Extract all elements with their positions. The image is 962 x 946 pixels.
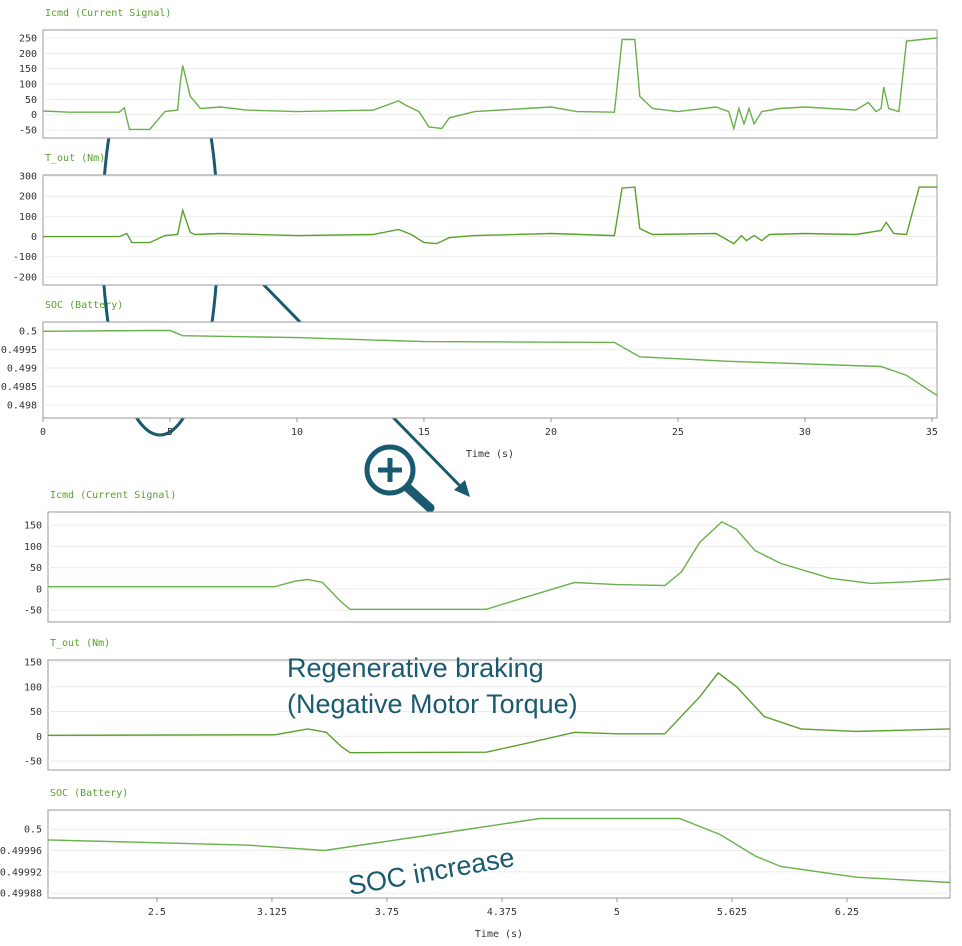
annotation: Regenerative braking — [287, 653, 544, 683]
y-tick-label: 100 — [19, 80, 37, 91]
data-line — [42, 329, 938, 396]
x-tick-label: 5 — [614, 907, 620, 918]
chart-title: Icmd (Current Signal) — [50, 490, 176, 501]
y-tick-label: 150 — [19, 64, 37, 75]
y-tick-label: 150 — [24, 657, 42, 668]
x-tick-label: 3.75 — [375, 907, 399, 918]
y-tick-label: 200 — [19, 49, 37, 60]
y-tick-label: 0.499 — [7, 363, 37, 374]
x-axis-label: Time (s) — [475, 929, 523, 940]
y-tick-label: 0.5 — [24, 825, 42, 836]
data-line — [47, 817, 951, 884]
x-tick-label: 35 — [926, 427, 938, 438]
y-tick-label: 100 — [19, 212, 37, 223]
y-tick-label: -100 — [13, 252, 37, 263]
plot-frame — [47, 659, 951, 771]
y-tick-label: 0.49988 — [0, 889, 42, 900]
y-tick-label: 250 — [19, 33, 37, 44]
y-tick-label: 0 — [36, 732, 42, 743]
x-tick-label: 15 — [418, 427, 430, 438]
data-line — [42, 37, 938, 132]
chart-title: Icmd (Current Signal) — [45, 8, 171, 19]
y-tick-label: 0.4985 — [1, 382, 37, 393]
y-tick-label: -50 — [24, 606, 42, 617]
x-tick-label: 2.5 — [148, 907, 166, 918]
y-tick-label: 100 — [24, 542, 42, 553]
x-tick-label: 10 — [291, 427, 303, 438]
y-tick-label: 50 — [30, 707, 42, 718]
x-tick-label: 6.25 — [835, 907, 859, 918]
y-tick-label: 0 — [36, 584, 42, 595]
x-tick-label: 5.625 — [717, 907, 747, 918]
arrow-head — [454, 480, 470, 497]
y-tick-label: 0.4995 — [1, 345, 37, 356]
y-tick-label: 0.5 — [19, 326, 37, 337]
y-tick-label: 50 — [30, 563, 42, 574]
x-tick-label: 20 — [545, 427, 557, 438]
chart-title: T_out (Nm) — [45, 153, 105, 164]
plot-frame — [47, 511, 951, 623]
x-tick-label: 25 — [672, 427, 684, 438]
y-tick-label: 150 — [24, 521, 42, 532]
y-tick-label: -200 — [13, 272, 37, 283]
y-tick-label: 0.49996 — [0, 846, 42, 857]
y-tick-label: -50 — [24, 757, 42, 768]
y-tick-label: 100 — [24, 682, 42, 693]
x-tick-label: 5 — [167, 427, 173, 438]
magnifier-icon — [364, 444, 435, 513]
chart-title: SOC (Battery) — [50, 788, 128, 799]
x-axis-label: Time (s) — [466, 449, 514, 460]
y-tick-label: 0 — [31, 110, 37, 121]
annotation: (Negative Motor Torque) — [287, 689, 578, 719]
x-tick-label: 3.125 — [257, 907, 287, 918]
x-tick-label: 4.375 — [487, 907, 517, 918]
y-tick-label: 300 — [19, 172, 37, 183]
plot-frame — [42, 174, 938, 286]
data-line — [48, 520, 951, 610]
y-tick-label: 50 — [25, 95, 37, 106]
y-tick-label: -50 — [19, 126, 37, 137]
y-tick-label: 0.49992 — [0, 867, 42, 878]
chart-title: SOC (Battery) — [45, 300, 123, 311]
y-tick-label: 200 — [19, 192, 37, 203]
plot-frame — [42, 321, 938, 419]
y-tick-label: 0 — [31, 232, 37, 243]
x-tick-label: 30 — [799, 427, 811, 438]
chart-title: T_out (Nm) — [50, 638, 110, 649]
data-line — [47, 671, 951, 754]
data-line — [43, 186, 937, 245]
x-tick-label: 0 — [40, 427, 46, 438]
y-tick-label: 0.498 — [7, 401, 37, 412]
